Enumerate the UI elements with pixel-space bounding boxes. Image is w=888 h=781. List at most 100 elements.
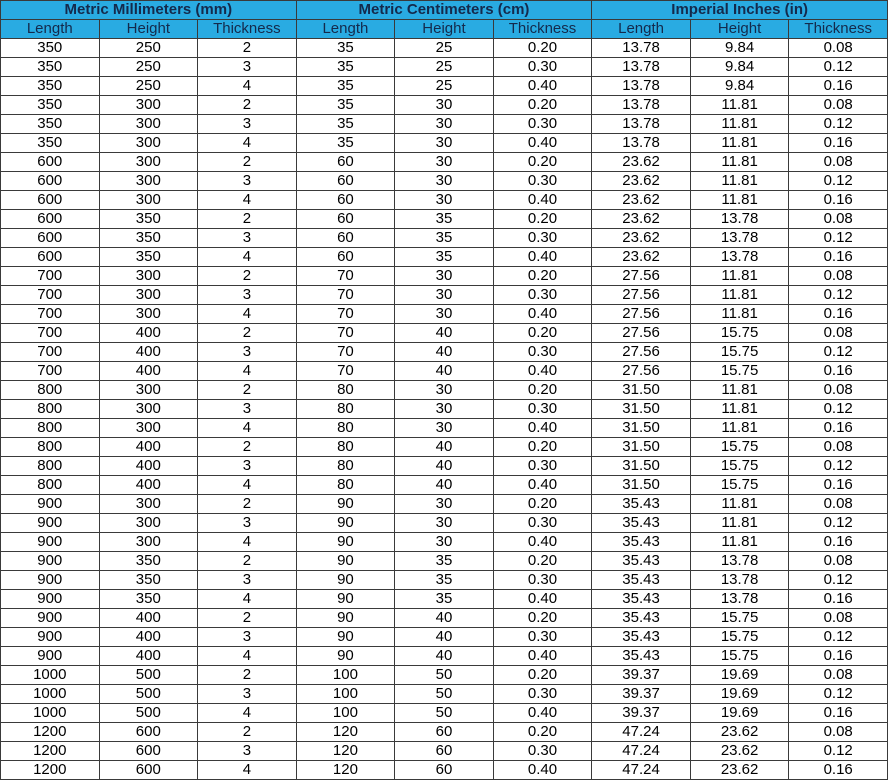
table-cell: 11.81 (689, 399, 790, 419)
table-cell: 90 (295, 532, 396, 552)
group-header-in: Imperial Inches (in) (591, 0, 888, 20)
table-cell: 0.16 (788, 703, 888, 723)
table-cell: 0.40 (492, 190, 593, 210)
table-cell: 300 (98, 171, 199, 191)
table-cell: 13.78 (689, 247, 790, 267)
table-cell: 0.30 (492, 627, 593, 647)
table-cell: 25 (394, 76, 494, 96)
table-cell: 600 (0, 152, 100, 172)
table-cell: 35 (295, 114, 396, 134)
table-cell: 30 (394, 532, 494, 552)
table-cell: 3 (197, 684, 297, 704)
table-cell: 120 (295, 741, 396, 761)
table-cell: 250 (98, 76, 199, 96)
table-cell: 400 (98, 646, 199, 666)
table-cell: 900 (0, 646, 100, 666)
table-cell: 11.81 (689, 114, 790, 134)
table-cell: 0.08 (788, 665, 888, 685)
table-cell: 3 (197, 399, 297, 419)
table-row: 350 250 3 35 25 0.30 13.78 9.84 0.12 (0, 57, 888, 77)
table-cell: 0.16 (788, 361, 888, 381)
table-cell: 350 (0, 76, 100, 96)
table-cell: 13.78 (689, 589, 790, 609)
table-cell: 60 (394, 760, 494, 780)
table-cell: 60 (295, 209, 396, 229)
table-cell: 0.30 (492, 570, 593, 590)
table-cell: 30 (394, 114, 494, 134)
table-cell: 350 (98, 570, 199, 590)
table-cell: 2 (197, 266, 297, 286)
table-row: 350 250 2 35 25 0.20 13.78 9.84 0.08 (0, 38, 888, 58)
table-cell: 27.56 (591, 285, 691, 305)
table-cell: 1000 (0, 684, 100, 704)
table-cell: 0.12 (788, 684, 888, 704)
table-cell: 0.12 (788, 114, 888, 134)
table-cell: 30 (394, 190, 494, 210)
table-row: 900 350 4 90 35 0.40 35.43 13.78 0.16 (0, 589, 888, 609)
table-cell: 0.20 (492, 551, 593, 571)
table-cell: 1000 (0, 703, 100, 723)
table-cell: 700 (0, 266, 100, 286)
column-header-row: Length Height Thickness Length Height Thickne… (0, 19, 888, 39)
table-cell: 15.75 (689, 437, 790, 457)
table-cell: 19.69 (689, 703, 790, 723)
table-cell: 300 (98, 114, 199, 134)
table-cell: 11.81 (689, 532, 790, 552)
table-cell: 0.12 (788, 57, 888, 77)
table-cell: 19.69 (689, 665, 790, 685)
table-cell: 2 (197, 209, 297, 229)
table-cell: 90 (295, 494, 396, 514)
table-row: 600 300 3 60 30 0.30 23.62 11.81 0.12 (0, 171, 888, 191)
table-cell: 60 (295, 171, 396, 191)
table-cell: 0.30 (492, 228, 593, 248)
table-cell: 39.37 (591, 684, 691, 704)
table-cell: 0.16 (788, 247, 888, 267)
table-cell: 800 (0, 475, 100, 495)
table-cell: 13.78 (591, 57, 691, 77)
table-cell: 400 (98, 323, 199, 343)
table-row: 800 400 3 80 40 0.30 31.50 15.75 0.12 (0, 456, 888, 476)
table-cell: 0.12 (788, 627, 888, 647)
table-cell: 30 (394, 95, 494, 115)
table-cell: 3 (197, 342, 297, 362)
table-cell: 11.81 (689, 95, 790, 115)
table-row: 900 350 3 90 35 0.30 35.43 13.78 0.12 (0, 570, 888, 590)
table-cell: 13.78 (689, 551, 790, 571)
table-cell: 30 (394, 513, 494, 533)
table-cell: 300 (98, 532, 199, 552)
table-row: 900 400 3 90 40 0.30 35.43 15.75 0.12 (0, 627, 888, 647)
table-cell: 23.62 (689, 741, 790, 761)
table-cell: 11.81 (689, 494, 790, 514)
column-header: Thickness (788, 19, 888, 39)
table-cell: 0.12 (788, 513, 888, 533)
table-cell: 35 (394, 209, 494, 229)
table-cell: 0.40 (492, 247, 593, 267)
table-cell: 900 (0, 532, 100, 552)
table-cell: 250 (98, 57, 199, 77)
table-cell: 0.30 (492, 513, 593, 533)
table-cell: 0.20 (492, 95, 593, 115)
table-cell: 120 (295, 722, 396, 742)
table-cell: 100 (295, 684, 396, 704)
table-cell: 19.69 (689, 684, 790, 704)
table-cell: 27.56 (591, 266, 691, 286)
table-cell: 300 (98, 190, 199, 210)
table-cell: 0.16 (788, 532, 888, 552)
table-cell: 300 (98, 95, 199, 115)
table-cell: 600 (0, 209, 100, 229)
table-cell: 0.08 (788, 266, 888, 286)
table-cell: 15.75 (689, 646, 790, 666)
table-cell: 0.30 (492, 171, 593, 191)
table-cell: 9.84 (689, 57, 790, 77)
table-row: 800 400 4 80 40 0.40 31.50 15.75 0.16 (0, 475, 888, 495)
table-cell: 3 (197, 285, 297, 305)
table-cell: 30 (394, 418, 494, 438)
table-cell: 0.12 (788, 171, 888, 191)
table-cell: 700 (0, 285, 100, 305)
table-row: 600 350 4 60 35 0.40 23.62 13.78 0.16 (0, 247, 888, 267)
table-cell: 30 (394, 171, 494, 191)
table-row: 350 300 2 35 30 0.20 13.78 11.81 0.08 (0, 95, 888, 115)
table-cell: 70 (295, 285, 396, 305)
table-cell: 0.12 (788, 342, 888, 362)
table-cell: 350 (98, 209, 199, 229)
